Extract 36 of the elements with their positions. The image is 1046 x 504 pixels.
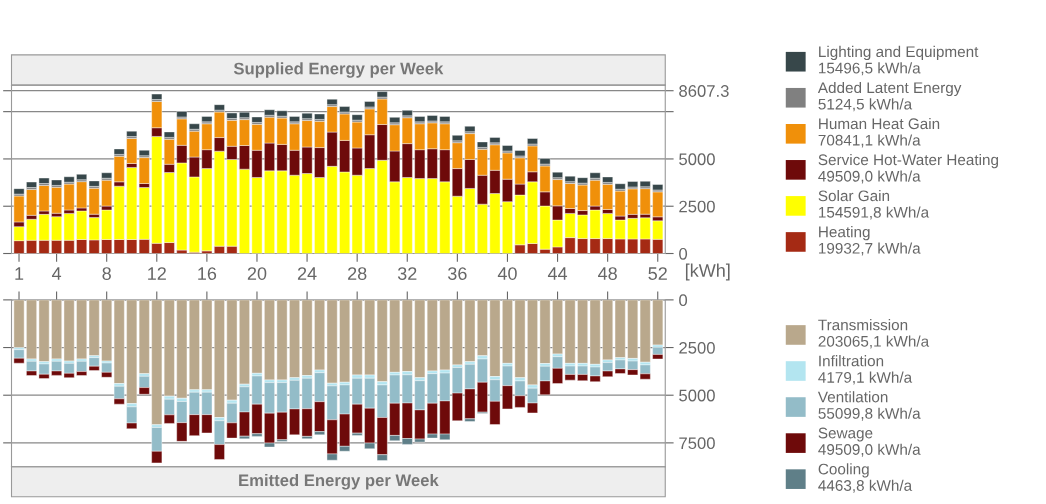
legend-label: Ventilation 55099,8 kWh/a (817, 391, 921, 421)
y-tick-label: 5000 (679, 389, 715, 402)
y-tick-label: 0 (679, 247, 688, 260)
x-tick-label: 12 (148, 267, 166, 280)
x-tick-label: 1 (15, 267, 24, 280)
legend-label: Transmission 203065,1 kWh/a (818, 319, 930, 349)
y-tick-label: 5000 (679, 153, 715, 166)
x-tick-label: 24 (297, 267, 317, 280)
legend-label: Solar Gain 154591,8 kWh/a (818, 190, 930, 220)
x-tick-label: 40 (497, 267, 517, 280)
legend-label: Human Heat Gain 70841,1 kWh/a (818, 117, 940, 148)
y-tick-label: 2500 (679, 200, 715, 213)
x-tick-label: 20 (247, 267, 267, 280)
x-tick-label: 36 (448, 267, 467, 280)
y-axis-title: [kWh] (685, 263, 730, 281)
y-tick-label: 7500 (679, 437, 715, 450)
x-tick-label: 8 (102, 267, 111, 280)
x-tick-label: 52 (648, 267, 667, 280)
legend-label: Cooling 4463,8 kWh/a (818, 463, 913, 493)
x-tick-label: 48 (598, 267, 617, 280)
x-tick-label: 32 (397, 267, 417, 280)
legend-label: Lighting and Equipment 15496,5 kWh/a (819, 45, 979, 76)
y-tick-label: 0 (679, 294, 688, 307)
text: Sewage 49509,0 kWh/a (818, 427, 921, 457)
x-tick-label: 4 (51, 267, 62, 280)
y-tick-label: 2500 (679, 341, 715, 354)
x-tick-label: 16 (198, 267, 217, 280)
legend-label: Service Hot-Water Heating 49509,0 kWh/a (818, 153, 998, 184)
chart-title: Supplied Energy per Week (233, 62, 444, 78)
x-tick-label: 28 (348, 267, 367, 280)
legend-label: Heating 19932,7 kWh/a (819, 226, 921, 256)
text: Emitted Energy per Week (239, 473, 439, 490)
x-tick-label: 44 (547, 267, 568, 280)
y-tick-label: 8607.3 (679, 85, 729, 97)
legend-label: Added Latent Energy 5124,5 kWh/a (817, 81, 962, 112)
legend-label: Infiltration 4179,1 kWh/a (818, 355, 913, 385)
